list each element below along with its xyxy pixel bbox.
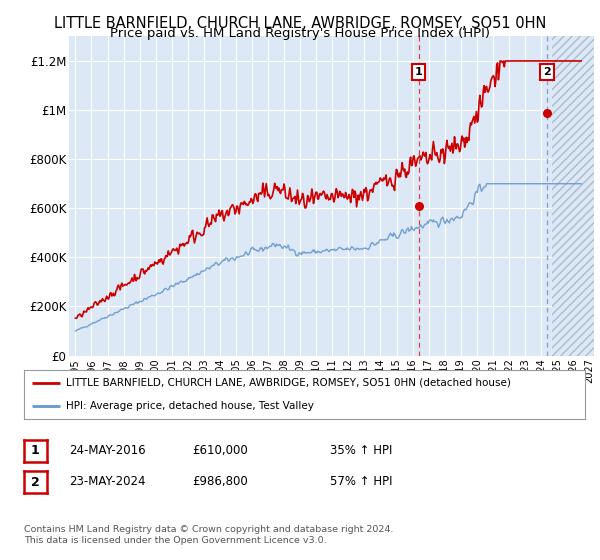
Text: Price paid vs. HM Land Registry's House Price Index (HPI): Price paid vs. HM Land Registry's House … [110,27,490,40]
Text: £986,800: £986,800 [192,475,248,488]
Text: 23-MAY-2024: 23-MAY-2024 [69,475,146,488]
Text: 24-MAY-2016: 24-MAY-2016 [69,444,146,457]
Text: 2: 2 [543,67,551,77]
Text: Contains HM Land Registry data © Crown copyright and database right 2024.
This d: Contains HM Land Registry data © Crown c… [24,525,394,545]
Text: 35% ↑ HPI: 35% ↑ HPI [330,444,392,457]
Text: 2: 2 [31,475,40,489]
Text: 57% ↑ HPI: 57% ↑ HPI [330,475,392,488]
Text: 1: 1 [415,67,422,77]
Text: 1: 1 [31,444,40,458]
Text: LITTLE BARNFIELD, CHURCH LANE, AWBRIDGE, ROMSEY, SO51 0HN (detached house): LITTLE BARNFIELD, CHURCH LANE, AWBRIDGE,… [66,378,511,388]
Text: LITTLE BARNFIELD, CHURCH LANE, AWBRIDGE, ROMSEY, SO51 0HN: LITTLE BARNFIELD, CHURCH LANE, AWBRIDGE,… [54,16,546,31]
Text: HPI: Average price, detached house, Test Valley: HPI: Average price, detached house, Test… [66,400,314,410]
Text: £610,000: £610,000 [192,444,248,457]
